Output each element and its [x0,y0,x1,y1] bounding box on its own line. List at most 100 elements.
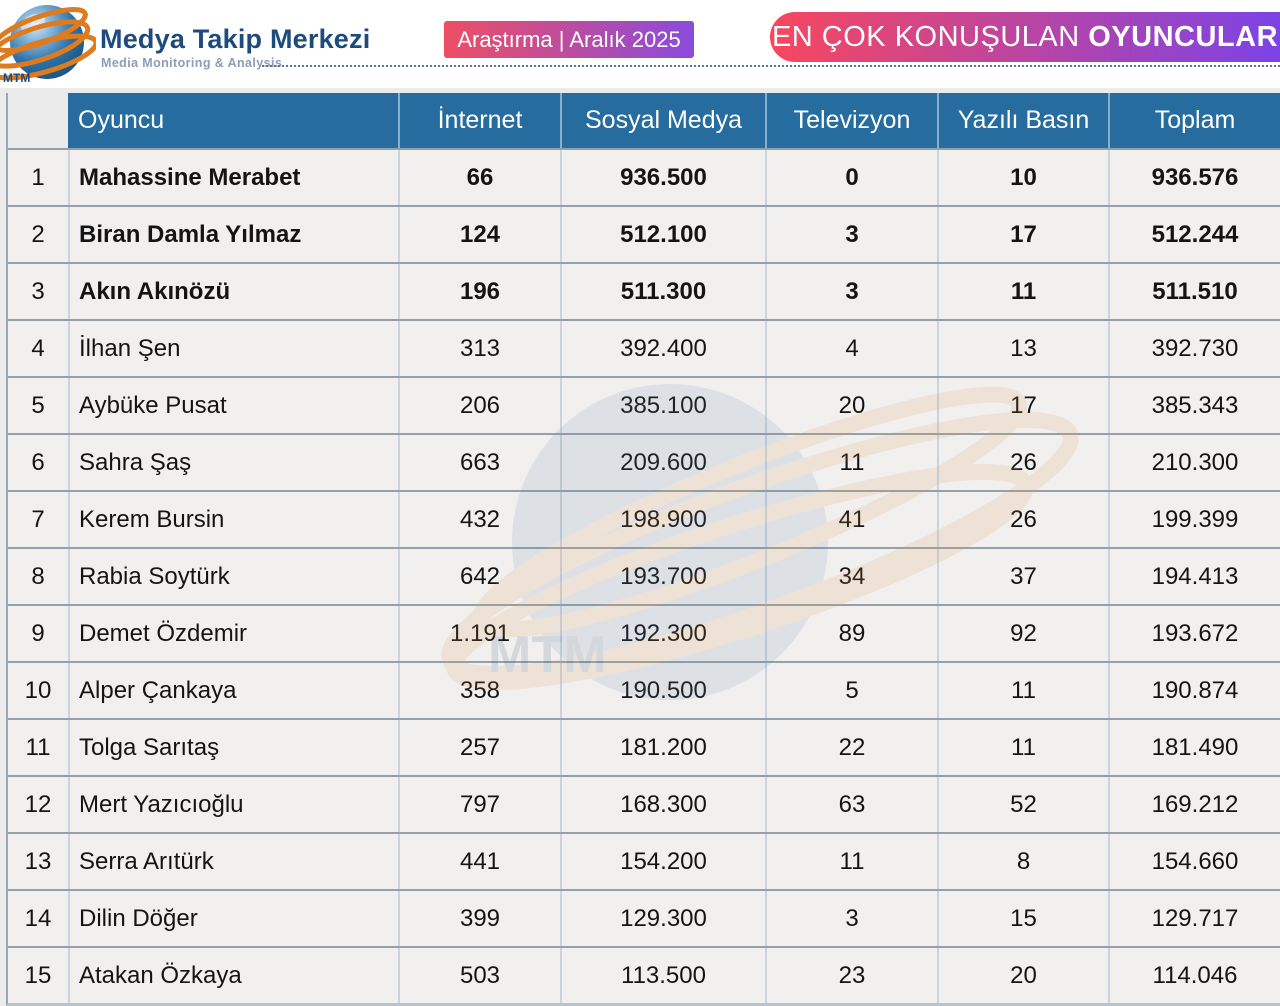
rank-cell: 4 [31,334,45,362]
internet-cell: 432 [398,492,560,547]
rank-cell: 1 [31,163,45,191]
internet-cell: 257 [398,720,560,775]
print-press-cell: 10 [937,150,1108,205]
total-cell: 392.730 [1108,321,1280,376]
internet-cell: 503 [398,948,560,1003]
actor-name-cell: Alper Çankaya [68,663,398,718]
table-row: 8 Rabia Soytürk 642 193.700 34 37 194.41… [8,547,1280,604]
print-press-cell: 8 [937,834,1108,889]
tv-cell: 11 [765,435,937,490]
column-header-oyuncu: Oyuncu [68,93,398,148]
actor-name-cell: Demet Özdemir [68,606,398,661]
table-row: 6 Sahra Şaş 663 209.600 11 26 210.300 [8,433,1280,490]
actor-name-cell: Mahassine Merabet [68,150,398,205]
mtm-logo-label: MTM [3,71,30,85]
tv-cell: 5 [765,663,937,718]
social-media-cell: 154.200 [560,834,765,889]
mtm-globe-logo-icon: MTM [0,5,96,85]
rank-cell: 3 [31,277,45,305]
column-header-toplam: Toplam [1108,93,1280,148]
social-media-cell: 193.700 [560,549,765,604]
print-press-cell: 17 [937,378,1108,433]
print-press-cell: 11 [937,264,1108,319]
social-media-cell: 190.500 [560,663,765,718]
internet-cell: 66 [398,150,560,205]
table-row: 5 Aybüke Pusat 206 385.100 20 17 385.343 [8,376,1280,433]
social-media-cell: 511.300 [560,264,765,319]
print-press-cell: 26 [937,435,1108,490]
print-press-cell: 52 [937,777,1108,832]
tv-cell: 22 [765,720,937,775]
table-row: 15 Atakan Özkaya 503 113.500 23 20 114.0… [8,946,1280,1003]
total-cell: 194.413 [1108,549,1280,604]
social-media-cell: 209.600 [560,435,765,490]
table-row: 3 Akın Akınözü 196 511.300 3 11 511.510 [8,262,1280,319]
table-row: 13 Serra Arıtürk 441 154.200 11 8 154.66… [8,832,1280,889]
internet-cell: 642 [398,549,560,604]
actor-name-cell: Atakan Özkaya [68,948,398,1003]
total-cell: 193.672 [1108,606,1280,661]
internet-cell: 206 [398,378,560,433]
internet-cell: 441 [398,834,560,889]
internet-cell: 797 [398,777,560,832]
social-media-cell: 936.500 [560,150,765,205]
actor-name-cell: Dilin Döğer [68,891,398,946]
social-media-cell: 129.300 [560,891,765,946]
total-cell: 199.399 [1108,492,1280,547]
social-media-cell: 392.400 [560,321,765,376]
table-row: 7 Kerem Bursin 432 198.900 41 26 199.399 [8,490,1280,547]
internet-cell: 124 [398,207,560,262]
rank-cell: 8 [31,562,45,590]
social-media-cell: 512.100 [560,207,765,262]
rank-cell: 15 [24,961,52,989]
internet-cell: 399 [398,891,560,946]
actor-name-cell: Aybüke Pusat [68,378,398,433]
social-media-cell: 168.300 [560,777,765,832]
total-cell: 154.660 [1108,834,1280,889]
print-press-cell: 17 [937,207,1108,262]
rank-cell: 2 [31,220,45,248]
internet-cell: 358 [398,663,560,718]
print-press-cell: 11 [937,663,1108,718]
rank-cell: 6 [31,448,45,476]
tv-cell: 34 [765,549,937,604]
actor-name-cell: İlhan Şen [68,321,398,376]
rank-cell: 12 [24,790,52,818]
internet-cell: 1.191 [398,606,560,661]
table-row: 4 İlhan Şen 313 392.400 4 13 392.730 [8,319,1280,376]
column-header-televizyon: Televizyon [765,93,937,148]
actor-name-cell: Kerem Bursin [68,492,398,547]
total-cell: 129.717 [1108,891,1280,946]
table-row: 14 Dilin Döğer 399 129.300 3 15 129.717 [8,889,1280,946]
internet-cell: 196 [398,264,560,319]
rank-cell: 9 [31,619,45,647]
rank-cell: 14 [24,904,52,932]
rank-cell: 10 [24,676,52,704]
actor-name-cell: Tolga Sarıtaş [68,720,398,775]
actor-name-cell: Mert Yazıcıoğlu [68,777,398,832]
ranking-table: Oyuncu İnternet Sosyal Medya Televizyon … [6,93,1280,1006]
social-media-cell: 198.900 [560,492,765,547]
total-cell: 114.046 [1108,948,1280,1003]
tv-cell: 0 [765,150,937,205]
total-cell: 210.300 [1108,435,1280,490]
column-header-internet: İnternet [398,93,560,148]
social-media-cell: 181.200 [560,720,765,775]
print-press-cell: 11 [937,720,1108,775]
social-media-cell: 113.500 [560,948,765,1003]
table-row: 9 Demet Özdemir 1.191 192.300 89 92 193.… [8,604,1280,661]
social-media-cell: 385.100 [560,378,765,433]
tv-cell: 4 [765,321,937,376]
report-title-bold: OYUNCULAR [1088,20,1279,53]
tv-cell: 41 [765,492,937,547]
total-cell: 511.510 [1108,264,1280,319]
column-header-sosyal-medya: Sosyal Medya [560,93,765,148]
rank-cell: 13 [24,847,52,875]
actor-name-cell: Akın Akınözü [68,264,398,319]
print-press-cell: 92 [937,606,1108,661]
actor-name-cell: Sahra Şaş [68,435,398,490]
print-press-cell: 13 [937,321,1108,376]
report-title-badge: EN ÇOK KONUŞULAN OYUNCULAR [770,12,1280,62]
tv-cell: 11 [765,834,937,889]
